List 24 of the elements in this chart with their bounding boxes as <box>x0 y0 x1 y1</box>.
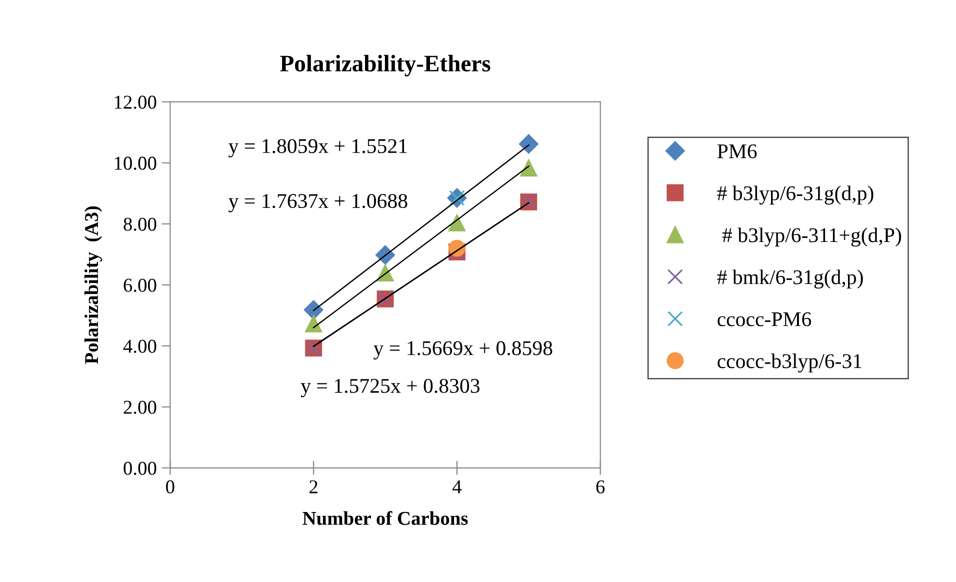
y-axis-title: Polarizability (A3) <box>84 206 102 364</box>
x-axis-title: Number of Carbons <box>302 511 468 525</box>
legend-label: # bmk/6-31g(d,p) <box>717 270 863 289</box>
y-tick-label: 4.00 <box>123 340 156 353</box>
x-tick-label: 4 <box>452 480 462 494</box>
x-tick-label: 6 <box>596 480 605 494</box>
x-tick-label: 2 <box>310 480 318 494</box>
legend-label: # b3lyp/6-31g(d,p) <box>717 186 874 205</box>
legend-label: # b3lyp/6-311+g(d,P) <box>722 228 902 247</box>
y-tick-label: 8.00 <box>124 218 156 231</box>
annotation: y = 1.5669x + 0.8598 <box>374 341 552 360</box>
annotation: y = 1.5725x + 0.8303 <box>300 378 480 398</box>
chart-title: Polarizability-Ethers <box>280 54 490 76</box>
y-tick-label: 0.00 <box>124 462 156 475</box>
y-tick-label: 10.00 <box>114 156 156 170</box>
annotation: y = 1.8059x + 1.5521 <box>228 139 407 158</box>
y-tick-label: 6.00 <box>124 278 156 292</box>
annotation: y = 1.7637x + 1.0688 <box>228 194 408 212</box>
legend-label: PM6 <box>717 144 757 158</box>
y-tick-label: 2.00 <box>124 400 156 414</box>
x-tick-label: 0 <box>166 480 174 494</box>
legend-label: ccocc-b3lyp/6-31 <box>718 354 862 372</box>
y-tick-label: 12.00 <box>114 96 156 109</box>
legend-label: ccocc-PM6 <box>718 312 812 326</box>
